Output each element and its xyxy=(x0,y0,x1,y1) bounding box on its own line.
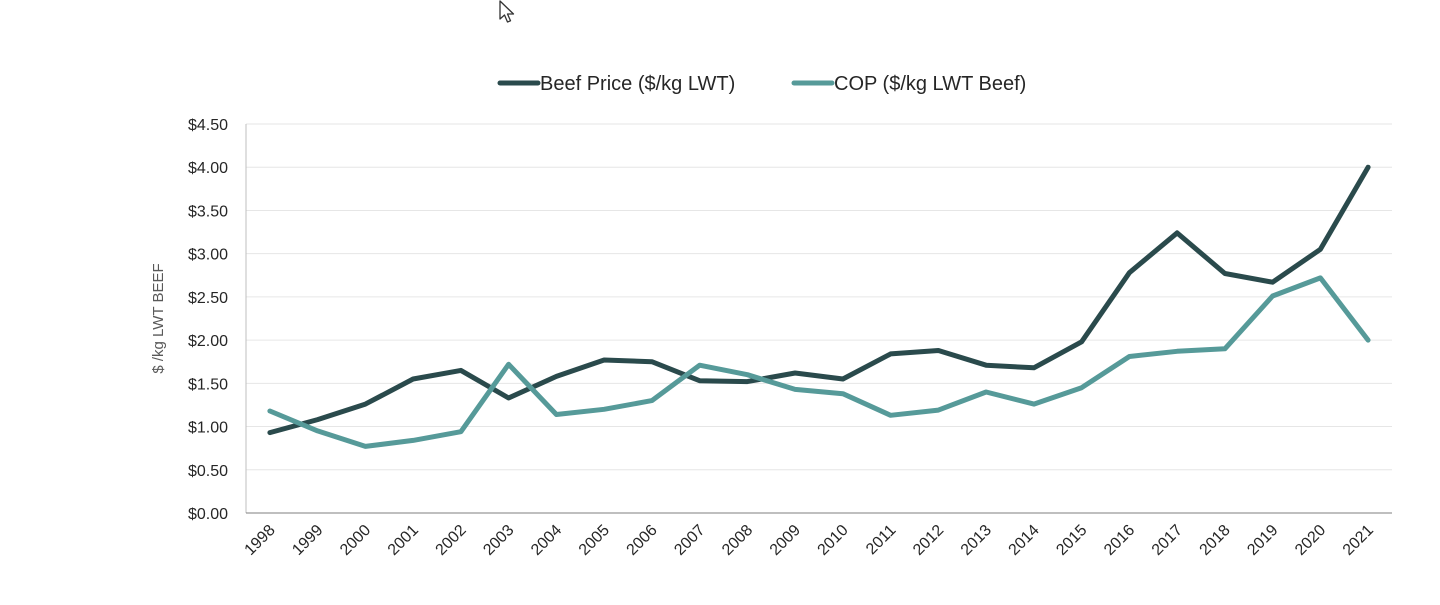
x-tick-label: 2020 xyxy=(1292,522,1329,559)
y-axis-title: $ /kg LWT BEEF xyxy=(150,263,167,373)
x-tick-label: 1998 xyxy=(242,522,279,559)
x-tick-label: 2006 xyxy=(624,522,661,559)
x-tick-label: 2018 xyxy=(1197,522,1234,559)
y-tick-label: $3.50 xyxy=(188,203,228,220)
y-tick-label: $1.00 xyxy=(188,420,228,437)
y-axis-ticks: $0.00 $0.50 $1.00 $1.50 $2.00 $2.50 $3.00 $3.50… xyxy=(188,117,228,523)
series-line-1 xyxy=(267,164,1371,436)
y-tick-label: $4.00 xyxy=(188,160,228,177)
mouse-cursor-icon xyxy=(499,0,515,23)
series-lines xyxy=(267,164,1371,449)
x-tick-label: 2016 xyxy=(1101,522,1138,559)
x-tick-label: 2004 xyxy=(528,522,565,559)
x-tick-label: 2017 xyxy=(1149,522,1186,559)
axes xyxy=(245,124,1392,514)
x-tick-label: 2007 xyxy=(671,522,708,559)
x-tick-label: 2005 xyxy=(576,522,613,559)
x-tick-label: 2003 xyxy=(480,522,517,559)
y-tick-label: $2.00 xyxy=(188,333,228,350)
y-tick-label: $2.50 xyxy=(188,290,228,307)
series-line-2 xyxy=(267,275,1371,449)
x-tick-label: 2015 xyxy=(1053,522,1090,559)
x-tick-label: 2009 xyxy=(767,522,804,559)
x-tick-label: 2019 xyxy=(1244,522,1281,559)
x-tick-label: 2012 xyxy=(910,522,947,559)
x-tick-label: 2013 xyxy=(958,522,995,559)
y-tick-label: $3.00 xyxy=(188,247,228,264)
x-axis-ticks: 1998 1999 2000 2001 2002 2003 2004 2005 2006 2007… xyxy=(242,522,1378,559)
legend-label-1: Beef Price ($/kg LWT) xyxy=(540,73,735,95)
x-tick-label: 1999 xyxy=(289,522,326,559)
y-tick-label: $4.50 xyxy=(188,117,228,134)
x-tick-label: 2000 xyxy=(337,522,374,559)
y-tick-label: $0.00 xyxy=(188,506,228,523)
x-tick-label: 2008 xyxy=(719,522,756,559)
x-tick-label: 2014 xyxy=(1006,522,1043,559)
x-tick-label: 2010 xyxy=(815,522,852,559)
y-tick-label: $0.50 xyxy=(188,463,228,480)
x-tick-label: 2001 xyxy=(385,522,422,559)
x-tick-label: 2002 xyxy=(433,522,470,559)
x-tick-label: 2021 xyxy=(1340,522,1377,559)
legend-label-2: COP ($/kg LWT Beef) xyxy=(834,73,1026,95)
legend: Beef Price ($/kg LWT) COP ($/kg LWT Beef) xyxy=(497,73,1026,95)
y-tick-label: $1.50 xyxy=(188,376,228,393)
gridlines xyxy=(246,123,1392,471)
x-tick-label: 2011 xyxy=(863,522,899,558)
